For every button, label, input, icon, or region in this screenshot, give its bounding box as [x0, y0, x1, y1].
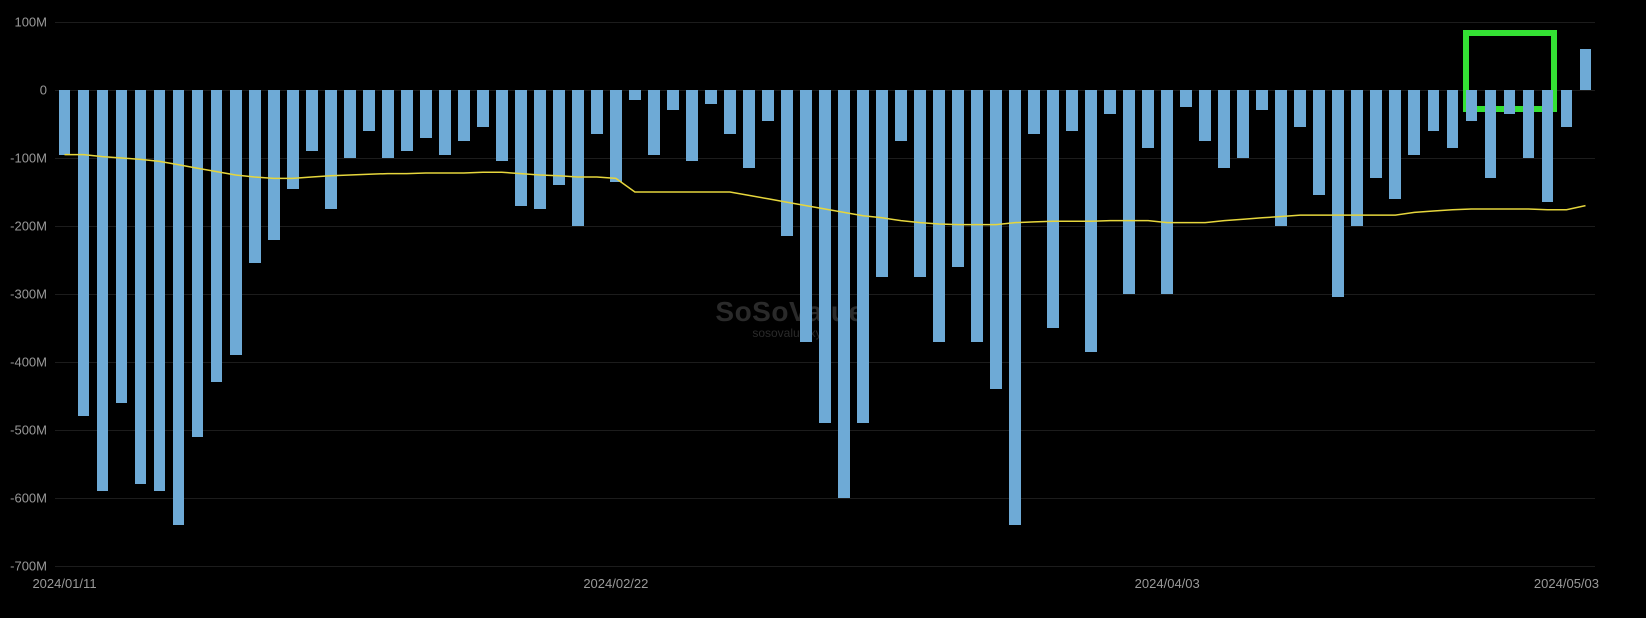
- y-tick-label: -400M: [0, 355, 47, 370]
- bar[interactable]: [1447, 90, 1459, 148]
- bar[interactable]: [1332, 90, 1344, 297]
- bar[interactable]: [1485, 90, 1497, 178]
- y-tick-label: 100M: [0, 15, 47, 30]
- x-tick-label: 2024/04/03: [1135, 576, 1200, 591]
- bar[interactable]: [363, 90, 375, 131]
- bar[interactable]: [667, 90, 679, 110]
- bar[interactable]: [933, 90, 945, 342]
- bar[interactable]: [1561, 90, 1573, 127]
- bar[interactable]: [1104, 90, 1116, 114]
- bar[interactable]: [857, 90, 869, 423]
- gridline: [55, 498, 1595, 499]
- gridline: [55, 22, 1595, 23]
- bar[interactable]: [515, 90, 527, 206]
- bar[interactable]: [1542, 90, 1554, 202]
- bar[interactable]: [287, 90, 299, 189]
- bar[interactable]: [192, 90, 204, 437]
- x-tick-label: 2024/01/11: [32, 576, 96, 591]
- bar[interactable]: [211, 90, 223, 382]
- chart-container: SoSoValue sosovalue.xyz -700M-600M-500M-…: [0, 0, 1646, 618]
- bar[interactable]: [1218, 90, 1230, 168]
- bar[interactable]: [838, 90, 850, 498]
- bar[interactable]: [344, 90, 356, 158]
- bar[interactable]: [572, 90, 584, 226]
- bar[interactable]: [629, 90, 641, 100]
- bar[interactable]: [306, 90, 318, 151]
- bar[interactable]: [116, 90, 128, 403]
- bar[interactable]: [971, 90, 983, 342]
- x-tick-label: 2024/02/22: [583, 576, 648, 591]
- bar[interactable]: [876, 90, 888, 277]
- bar[interactable]: [97, 90, 109, 491]
- bar[interactable]: [819, 90, 831, 423]
- bar[interactable]: [249, 90, 261, 263]
- bar[interactable]: [1180, 90, 1192, 107]
- y-tick-label: -300M: [0, 287, 47, 302]
- bar[interactable]: [1028, 90, 1040, 134]
- bar[interactable]: [401, 90, 413, 151]
- bar[interactable]: [990, 90, 1002, 389]
- bar[interactable]: [173, 90, 185, 525]
- bar[interactable]: [1123, 90, 1135, 294]
- bar[interactable]: [1275, 90, 1287, 226]
- bar[interactable]: [154, 90, 166, 491]
- bar[interactable]: [1237, 90, 1249, 158]
- bar[interactable]: [382, 90, 394, 158]
- y-tick-label: -600M: [0, 491, 47, 506]
- bar[interactable]: [1351, 90, 1363, 226]
- bar[interactable]: [762, 90, 774, 121]
- y-tick-label: -700M: [0, 559, 47, 574]
- bar[interactable]: [724, 90, 736, 134]
- bar[interactable]: [135, 90, 147, 484]
- bar[interactable]: [705, 90, 717, 104]
- bar[interactable]: [1523, 90, 1535, 158]
- bar[interactable]: [1370, 90, 1382, 178]
- bar[interactable]: [1466, 90, 1478, 121]
- bar[interactable]: [439, 90, 451, 155]
- x-tick-label: 2024/05/03: [1534, 576, 1599, 591]
- bar[interactable]: [1389, 90, 1401, 199]
- bar[interactable]: [458, 90, 470, 141]
- bar[interactable]: [895, 90, 907, 141]
- bar[interactable]: [1428, 90, 1440, 131]
- bar[interactable]: [1142, 90, 1154, 148]
- bar[interactable]: [230, 90, 242, 355]
- bar[interactable]: [914, 90, 926, 277]
- bar[interactable]: [268, 90, 280, 240]
- bar[interactable]: [1294, 90, 1306, 127]
- bar[interactable]: [1066, 90, 1078, 131]
- bar[interactable]: [743, 90, 755, 168]
- bar[interactable]: [325, 90, 337, 209]
- bar[interactable]: [496, 90, 508, 161]
- bar[interactable]: [1504, 90, 1516, 114]
- bar[interactable]: [1256, 90, 1268, 110]
- bar[interactable]: [1408, 90, 1420, 155]
- y-tick-label: -100M: [0, 151, 47, 166]
- bar[interactable]: [553, 90, 565, 185]
- bar[interactable]: [1313, 90, 1325, 195]
- bar[interactable]: [1161, 90, 1173, 294]
- bar[interactable]: [1199, 90, 1211, 141]
- gridline: [55, 430, 1595, 431]
- bar[interactable]: [477, 90, 489, 127]
- bar[interactable]: [534, 90, 546, 209]
- bar[interactable]: [591, 90, 603, 134]
- bar[interactable]: [59, 90, 71, 155]
- bar[interactable]: [610, 90, 622, 182]
- y-tick-label: -500M: [0, 423, 47, 438]
- bar[interactable]: [648, 90, 660, 155]
- bar[interactable]: [1085, 90, 1097, 352]
- bar[interactable]: [686, 90, 698, 161]
- bar[interactable]: [1047, 90, 1059, 328]
- bar[interactable]: [1580, 49, 1592, 90]
- gridline: [55, 566, 1595, 567]
- bar[interactable]: [952, 90, 964, 267]
- bar[interactable]: [800, 90, 812, 342]
- bar[interactable]: [781, 90, 793, 236]
- bar[interactable]: [420, 90, 432, 138]
- y-tick-label: 0: [0, 83, 47, 98]
- bar[interactable]: [1009, 90, 1021, 525]
- bar[interactable]: [78, 90, 90, 416]
- y-tick-label: -200M: [0, 219, 47, 234]
